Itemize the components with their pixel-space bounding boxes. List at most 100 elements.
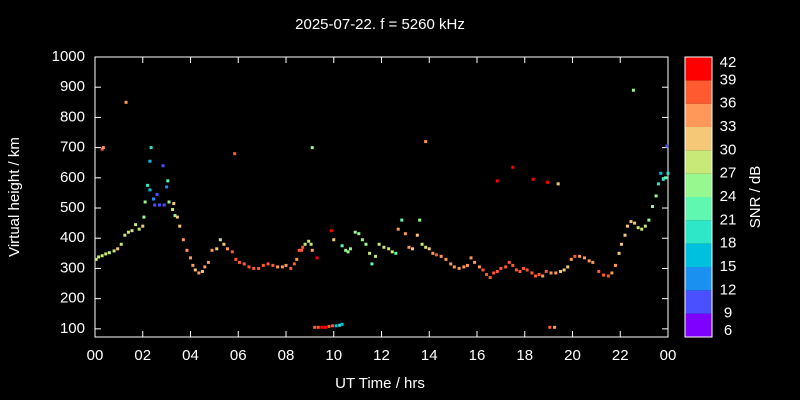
- data-point: [531, 177, 535, 181]
- data-point: [370, 262, 374, 266]
- colorbar-label: SNR / dB: [747, 166, 764, 229]
- data-point: [382, 245, 386, 249]
- data-point: [340, 322, 344, 326]
- data-point: [261, 263, 265, 267]
- colorbar-tick-label: 36: [720, 95, 737, 112]
- data-point: [97, 255, 101, 259]
- data-point: [280, 265, 284, 269]
- data-point: [297, 248, 301, 252]
- data-point: [247, 265, 251, 269]
- data-point: [230, 250, 234, 254]
- data-point: [301, 245, 305, 249]
- data-point: [415, 233, 419, 237]
- data-point: [141, 224, 145, 228]
- data-point: [149, 146, 153, 150]
- data-point: [431, 251, 435, 255]
- x-tick-label: 00: [87, 347, 104, 364]
- data-point: [368, 251, 372, 255]
- data-point: [126, 230, 130, 234]
- data-point: [403, 232, 407, 236]
- colorbar-tick-label: 21: [720, 211, 737, 228]
- data-point: [237, 260, 241, 264]
- data-point: [545, 180, 549, 184]
- data-point: [387, 247, 391, 251]
- data-point: [123, 233, 127, 237]
- data-point: [664, 176, 668, 180]
- data-point: [666, 171, 670, 175]
- colorbar-tick-label: 9: [724, 305, 732, 322]
- x-tick-label: 06: [230, 347, 247, 364]
- data-point: [310, 248, 314, 252]
- data-point: [197, 271, 201, 275]
- data-point: [340, 244, 344, 248]
- data-point: [292, 262, 296, 266]
- data-point: [481, 268, 485, 272]
- y-tick-label: 600: [60, 169, 85, 186]
- data-point: [134, 223, 138, 227]
- data-point: [119, 242, 123, 246]
- data-point: [650, 205, 654, 209]
- data-point: [647, 218, 651, 222]
- data-point: [348, 247, 352, 251]
- data-point: [101, 146, 105, 150]
- colorbar-segment: [685, 103, 712, 127]
- data-point: [193, 268, 197, 272]
- data-point: [334, 324, 338, 328]
- plot-frame: [94, 56, 669, 338]
- data-point: [659, 171, 663, 175]
- data-point: [465, 263, 469, 267]
- data-point: [310, 146, 314, 150]
- y-tick-label: 200: [60, 290, 85, 307]
- y-tick-label: 400: [60, 229, 85, 246]
- data-point: [656, 182, 660, 186]
- data-point: [218, 238, 222, 242]
- data-point: [165, 185, 169, 189]
- data-point: [636, 226, 640, 230]
- data-point: [606, 274, 610, 278]
- data-point: [167, 200, 171, 204]
- data-point: [457, 266, 461, 270]
- x-tick-label: 08: [278, 347, 295, 364]
- data-point: [559, 269, 563, 273]
- data-point: [320, 325, 324, 329]
- data-point: [309, 242, 313, 246]
- data-point: [499, 266, 503, 270]
- data-point: [257, 266, 261, 270]
- colorbar-tick-label: 42: [720, 54, 737, 71]
- data-point: [178, 224, 182, 228]
- data-point: [488, 275, 492, 279]
- data-point: [222, 242, 226, 246]
- colorbar-segment: [685, 267, 712, 291]
- data-point: [477, 265, 481, 269]
- data-point: [146, 183, 150, 187]
- data-point: [300, 248, 304, 252]
- data-point: [633, 221, 637, 225]
- x-tick-label: 00: [660, 347, 677, 364]
- x-tick-label: 16: [469, 347, 486, 364]
- data-point: [289, 266, 293, 270]
- data-point: [316, 325, 320, 329]
- data-point: [582, 256, 586, 260]
- data-point: [439, 254, 443, 258]
- colorbar-segment: [685, 197, 712, 221]
- data-point: [507, 260, 511, 264]
- data-point: [533, 274, 537, 278]
- data-point: [643, 224, 647, 228]
- data-point: [525, 268, 529, 272]
- data-point: [511, 263, 515, 267]
- data-point: [148, 188, 152, 192]
- data-point: [554, 271, 558, 275]
- colorbar-tick-label: 15: [720, 258, 737, 275]
- data-point: [172, 201, 176, 205]
- data-point: [226, 247, 230, 251]
- colorbar-segment: [685, 127, 712, 151]
- data-point: [344, 248, 348, 252]
- data-point: [210, 248, 214, 252]
- data-point: [556, 182, 560, 186]
- data-point: [602, 273, 606, 277]
- data-point: [327, 324, 331, 328]
- data-point: [353, 230, 357, 234]
- data-point: [94, 257, 98, 261]
- data-point: [444, 257, 448, 261]
- data-point: [610, 271, 614, 275]
